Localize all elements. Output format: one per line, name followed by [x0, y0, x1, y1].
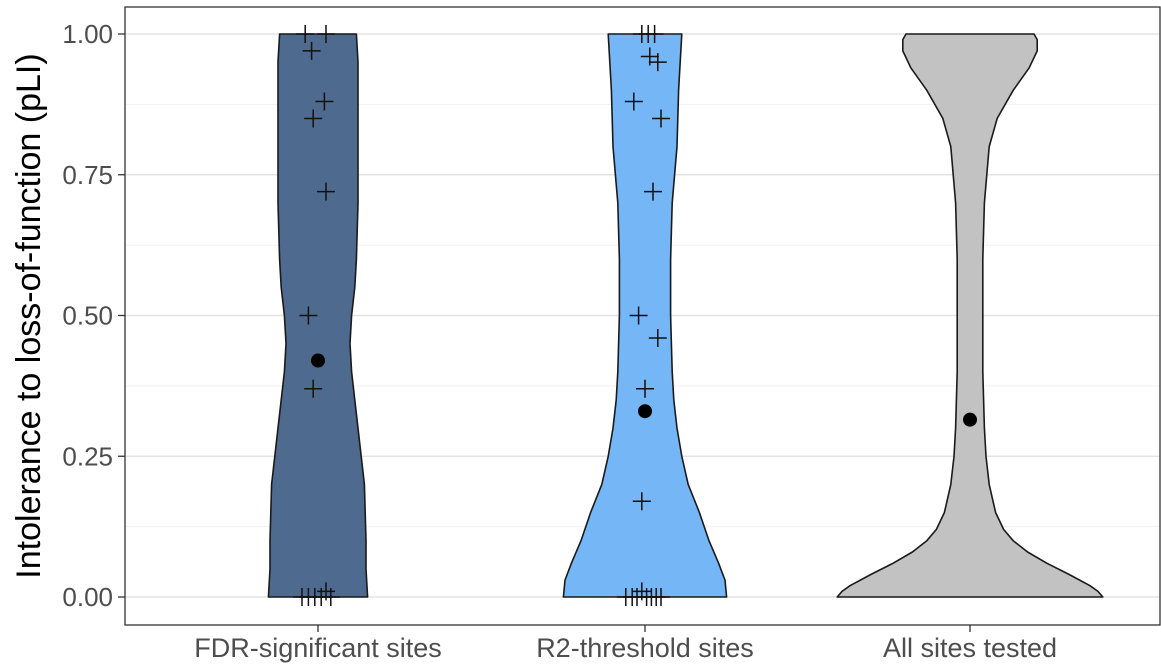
data-point-cross	[321, 588, 340, 606]
means	[311, 353, 977, 427]
mean-point	[638, 404, 652, 419]
y-tick-label: 0.50	[62, 301, 113, 331]
data-point-cross	[315, 92, 334, 111]
data-point-cross	[299, 306, 318, 325]
x-category-label: All sites tested	[883, 633, 1057, 663]
data-point-cross	[652, 109, 670, 128]
mean-point	[963, 412, 977, 427]
data-point-cross	[296, 25, 315, 43]
data-point-cross	[304, 109, 323, 128]
data-point-cross	[317, 182, 335, 201]
data-point-cross	[652, 588, 670, 606]
y-tick-label: 0.00	[62, 582, 113, 612]
violin-3	[836, 33, 1104, 598]
y-tick-label: 0.25	[62, 441, 113, 471]
data-point-cross	[645, 25, 664, 43]
data-point-cross	[648, 329, 667, 348]
points	[293, 25, 670, 606]
mean-point	[311, 353, 325, 368]
y-tick-label: 1.00	[62, 19, 113, 49]
data-point-cross	[317, 25, 335, 43]
data-point-cross	[636, 379, 654, 398]
data-point-cross	[624, 92, 643, 111]
data-point-cross	[304, 379, 323, 398]
x-category-label: FDR-significant sites	[194, 633, 442, 663]
y-axis: 0.00 0.25 0.50 0.75 1.00	[62, 19, 125, 612]
violin-1	[267, 33, 369, 598]
data-point-cross	[648, 53, 667, 72]
y-axis-title: Intolerance to loss-of-function (pLI)	[10, 53, 48, 578]
data-point-cross	[629, 306, 648, 325]
data-point-cross	[644, 182, 662, 201]
data-point-cross	[302, 41, 321, 60]
x-category-label: R2-threshold sites	[536, 633, 754, 663]
y-tick-label: 0.75	[62, 160, 113, 190]
data-point-cross	[632, 492, 651, 511]
x-axis: FDR-significant sites R2-threshold sites A…	[194, 625, 1057, 663]
